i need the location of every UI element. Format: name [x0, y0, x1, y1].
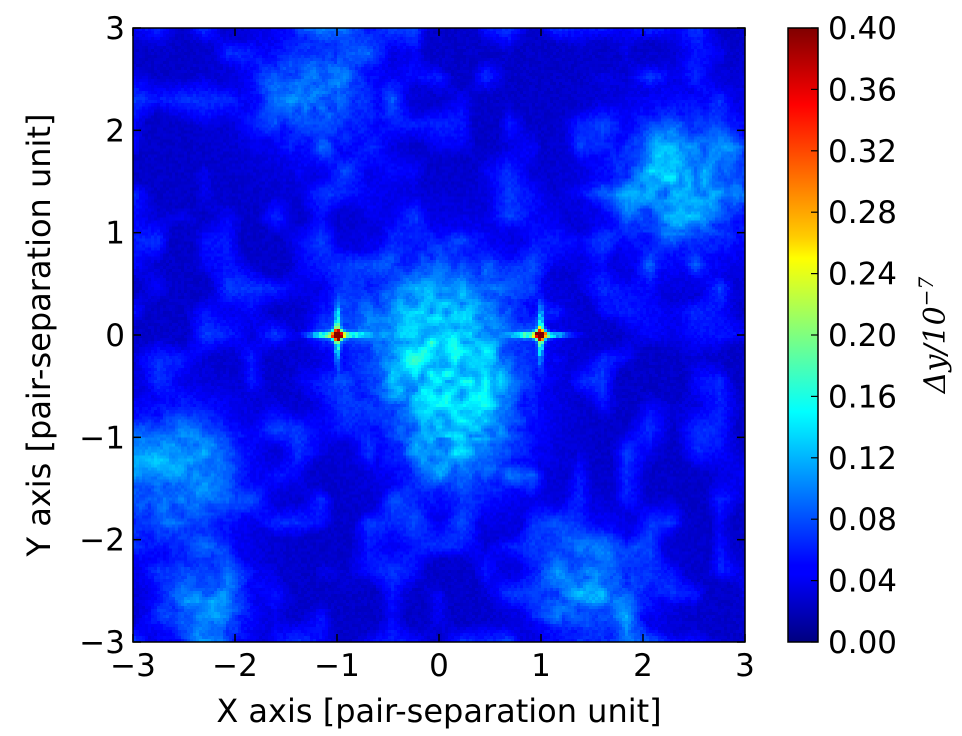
- x-axis: −3 −2 −1 0 1 2 3: [110, 28, 755, 684]
- colorbar-tick-label: 0.20: [828, 318, 897, 354]
- colorbar-tick-label: 0.04: [828, 564, 897, 600]
- colorbar-label-exponent: −7: [914, 277, 938, 307]
- colorbar-tick-label: 0.00: [828, 625, 897, 661]
- heatmap-canvas: [133, 28, 745, 642]
- colorbar-tick-label: 0.12: [828, 441, 897, 477]
- y-tick-label: 2: [105, 113, 125, 149]
- colorbar-label: Δy/10−7: [914, 277, 953, 395]
- y-tick-label: 0: [105, 318, 125, 354]
- plot-area: [132, 27, 746, 643]
- colorbar-tick-label: 0.40: [828, 11, 897, 47]
- y-tick-label: 3: [105, 11, 125, 47]
- y-tick-label: −2: [79, 523, 125, 559]
- x-tick-label: 2: [633, 648, 653, 684]
- colorbar-tick-label: 0.36: [828, 72, 897, 108]
- colorbar-tick-label: 0.16: [828, 379, 897, 415]
- colorbar-tick-label: 0.08: [828, 502, 897, 538]
- x-tick-label: −1: [314, 648, 360, 684]
- colorbar-tick-label: 0.24: [828, 257, 897, 293]
- colorbar: 0.00 0.04 0.08 0.12 0.16 0.20 0.24 0.28 0.32 0.36…: [787, 11, 953, 661]
- x-axis-label: X axis [pair-separation unit]: [216, 692, 661, 730]
- y-tick-label: −1: [79, 420, 125, 456]
- y-tick-label: 1: [105, 216, 125, 252]
- x-tick-label: −3: [110, 648, 156, 684]
- y-axis-label: Y axis [pair-separation unit]: [20, 114, 58, 558]
- x-tick-label: −2: [212, 648, 258, 684]
- x-tick-label: 0: [429, 648, 449, 684]
- y-tick-label: −3: [79, 625, 125, 661]
- colorbar-ticks: 0.00 0.04 0.08 0.12 0.16 0.20 0.24 0.28 0.32 0.36…: [811, 11, 897, 661]
- colorbar-tick-label: 0.28: [828, 195, 897, 231]
- x-tick-label: 3: [735, 648, 755, 684]
- colorbar-tick-label: 0.32: [828, 134, 897, 170]
- y-axis: −3 −2 −1 0 1 2 3: [79, 11, 745, 661]
- x-tick-label: 1: [531, 648, 551, 684]
